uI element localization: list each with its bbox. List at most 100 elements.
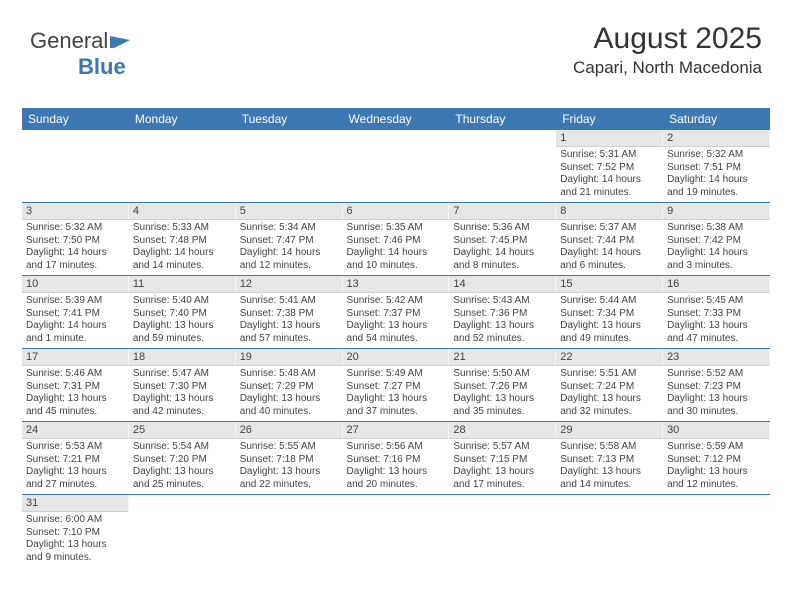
sunset-line: Sunset: 7:38 PM [240, 308, 339, 321]
day-details: Sunrise: 5:33 AMSunset: 7:48 PMDaylight:… [129, 220, 236, 275]
sunset-line: Sunset: 7:46 PM [347, 235, 446, 248]
sunrise-line: Sunrise: 5:46 AM [26, 368, 125, 381]
calendar-cell: 4Sunrise: 5:33 AMSunset: 7:48 PMDaylight… [129, 203, 236, 276]
day-header: Tuesday [236, 108, 343, 130]
calendar-cell: . [343, 130, 450, 203]
calendar-cell: 12Sunrise: 5:41 AMSunset: 7:38 PMDayligh… [236, 276, 343, 349]
day-number: 19 [236, 349, 343, 366]
day-number: 25 [129, 422, 236, 439]
sunset-line: Sunset: 7:36 PM [453, 308, 552, 321]
day-number: 20 [343, 349, 450, 366]
daylight-line: Daylight: 14 hours and 10 minutes. [347, 247, 446, 272]
sunrise-line: Sunrise: 5:31 AM [560, 149, 659, 162]
day-number: 29 [556, 422, 663, 439]
calendar-cell: 30Sunrise: 5:59 AMSunset: 7:12 PMDayligh… [663, 422, 770, 495]
calendar-row: 24Sunrise: 5:53 AMSunset: 7:21 PMDayligh… [22, 422, 770, 495]
daylight-line: Daylight: 14 hours and 21 minutes. [560, 174, 659, 199]
logo-flag-icon [110, 34, 132, 50]
day-details: Sunrise: 5:54 AMSunset: 7:20 PMDaylight:… [129, 439, 236, 494]
sunrise-line: Sunrise: 5:47 AM [133, 368, 232, 381]
daylight-line: Daylight: 14 hours and 12 minutes. [240, 247, 339, 272]
calendar-cell: 6Sunrise: 5:35 AMSunset: 7:46 PMDaylight… [343, 203, 450, 276]
daylight-line: Daylight: 13 hours and 42 minutes. [133, 393, 232, 418]
sunset-line: Sunset: 7:37 PM [347, 308, 446, 321]
sunrise-line: Sunrise: 5:44 AM [560, 295, 659, 308]
sunset-line: Sunset: 7:15 PM [453, 454, 552, 467]
day-details: Sunrise: 5:36 AMSunset: 7:45 PMDaylight:… [449, 220, 556, 275]
daylight-line: Daylight: 14 hours and 3 minutes. [667, 247, 766, 272]
daylight-line: Daylight: 13 hours and 35 minutes. [453, 393, 552, 418]
day-number: 3 [22, 203, 129, 220]
calendar-cell: 20 Sunrise: 5:49 AMSunset: 7:27 PMDayligh… [343, 349, 450, 422]
calendar-cell: 19Sunrise: 5:48 AMSunset: 7:29 PMDayligh… [236, 349, 343, 422]
header-right: August 2025 Capari, North Macedonia [573, 22, 762, 78]
day-details: Sunrise: 5:58 AMSunset: 7:13 PMDaylight:… [556, 439, 663, 494]
day-details: Sunrise: 5:43 AMSunset: 7:36 PMDaylight:… [449, 293, 556, 348]
daylight-line: Daylight: 13 hours and 25 minutes. [133, 466, 232, 491]
sunset-line: Sunset: 7:31 PM [26, 381, 125, 394]
day-number: 27 [343, 422, 450, 439]
day-number: 21 [449, 349, 556, 366]
sunrise-line: Sunrise: 5:49 AM [347, 368, 446, 381]
calendar-cell: 17Sunrise: 5:46 AMSunset: 7:31 PMDayligh… [22, 349, 129, 422]
day-details: Sunrise: 5:39 AMSunset: 7:41 PMDaylight:… [22, 293, 129, 348]
calendar-cell: 29Sunrise: 5:58 AMSunset: 7:13 PMDayligh… [556, 422, 663, 495]
sunrise-line: Sunrise: 5:35 AM [347, 222, 446, 235]
daylight-line: Daylight: 13 hours and 22 minutes. [240, 466, 339, 491]
day-number: 22 [556, 349, 663, 366]
calendar-cell: . [663, 495, 770, 568]
sunset-line: Sunset: 7:30 PM [133, 381, 232, 394]
daylight-line: Daylight: 13 hours and 20 minutes. [347, 466, 446, 491]
sunrise-line: Sunrise: 5:59 AM [667, 441, 766, 454]
sunrise-line: Sunrise: 5:58 AM [560, 441, 659, 454]
day-details: Sunrise: 5:45 AMSunset: 7:33 PMDaylight:… [663, 293, 770, 348]
page: General Blue August 2025 Capari, North M… [0, 0, 792, 612]
sunrise-line: Sunrise: 5:50 AM [453, 368, 552, 381]
sunset-line: Sunset: 7:27 PM [347, 381, 446, 394]
calendar-cell: . [236, 130, 343, 203]
sunset-line: Sunset: 7:26 PM [453, 381, 552, 394]
calendar-cell: 28Sunrise: 5:57 AMSunset: 7:15 PMDayligh… [449, 422, 556, 495]
daylight-line: Daylight: 14 hours and 1 minute. [26, 320, 125, 345]
sunset-line: Sunset: 7:18 PM [240, 454, 339, 467]
sunrise-line: Sunrise: 5:38 AM [667, 222, 766, 235]
day-number: 2 [663, 130, 770, 147]
day-number: 17 [22, 349, 129, 366]
day-number: 13 [343, 276, 450, 293]
sunrise-line: Sunrise: 5:33 AM [133, 222, 232, 235]
daylight-line: Daylight: 13 hours and 37 minutes. [347, 393, 446, 418]
day-details: Sunrise: 5:56 AMSunset: 7:16 PMDaylight:… [343, 439, 450, 494]
calendar-row: 31Sunrise: 6:00 AMSunset: 7:10 PMDayligh… [22, 495, 770, 568]
sunrise-line: Sunrise: 6:00 AM [26, 514, 125, 527]
day-details: Sunrise: 5:40 AMSunset: 7:40 PMDaylight:… [129, 293, 236, 348]
day-details: Sunrise: 5:31 AMSunset: 7:52 PMDaylight:… [556, 147, 663, 202]
sunset-line: Sunset: 7:45 PM [453, 235, 552, 248]
day-number: 23 [663, 349, 770, 366]
day-details: Sunrise: 6:00 AMSunset: 7:10 PMDaylight:… [22, 512, 129, 567]
sunrise-line: Sunrise: 5:56 AM [347, 441, 446, 454]
day-number: 15 [556, 276, 663, 293]
sunset-line: Sunset: 7:41 PM [26, 308, 125, 321]
day-number: 26 [236, 422, 343, 439]
daylight-line: Daylight: 13 hours and 52 minutes. [453, 320, 552, 345]
daylight-line: Daylight: 14 hours and 17 minutes. [26, 247, 125, 272]
sunset-line: Sunset: 7:40 PM [133, 308, 232, 321]
sunset-line: Sunset: 7:10 PM [26, 527, 125, 540]
sunrise-line: Sunrise: 5:55 AM [240, 441, 339, 454]
calendar-cell: 2Sunrise: 5:32 AMSunset: 7:51 PMDaylight… [663, 130, 770, 203]
calendar-cell: 18 Sunrise: 5:47 AMSunset: 7:30 PMDayligh… [129, 349, 236, 422]
calendar-cell: . [129, 495, 236, 568]
calendar-cell: . [236, 495, 343, 568]
daylight-line: Daylight: 13 hours and 47 minutes. [667, 320, 766, 345]
day-number: 18 [129, 349, 236, 366]
daylight-line: Daylight: 13 hours and 12 minutes. [667, 466, 766, 491]
sunrise-line: Sunrise: 5:34 AM [240, 222, 339, 235]
day-details: Sunrise: 5:46 AMSunset: 7:31 PMDaylight:… [22, 366, 129, 421]
sunset-line: Sunset: 7:20 PM [133, 454, 232, 467]
day-number: 30 [663, 422, 770, 439]
day-details: Sunrise: 5:57 AMSunset: 7:15 PMDaylight:… [449, 439, 556, 494]
day-number: 28 [449, 422, 556, 439]
page-title: August 2025 [573, 22, 762, 56]
sunset-line: Sunset: 7:21 PM [26, 454, 125, 467]
day-details: Sunrise: 5:44 AMSunset: 7:34 PMDaylight:… [556, 293, 663, 348]
